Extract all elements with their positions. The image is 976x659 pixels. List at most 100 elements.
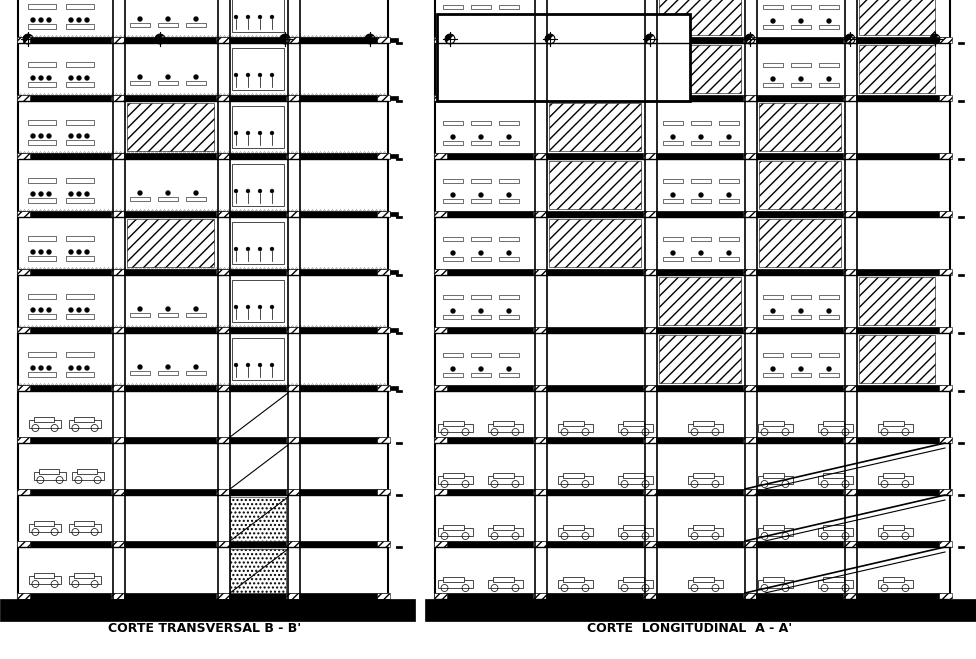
Bar [691, 199, 711, 203]
Bar [691, 121, 711, 125]
Circle shape [68, 250, 73, 254]
Circle shape [47, 76, 52, 80]
Bar [396, 100, 402, 102]
Bar [471, 179, 491, 183]
Circle shape [478, 134, 483, 140]
Bar [487, 580, 522, 588]
Bar [533, 541, 546, 547]
Bar [763, 577, 785, 583]
Bar [757, 528, 793, 536]
Bar [533, 153, 546, 159]
Circle shape [76, 366, 82, 370]
Bar [286, 327, 299, 333]
Polygon shape [365, 34, 374, 42]
Bar [499, 25, 519, 29]
Bar [28, 82, 56, 87]
Bar [434, 269, 447, 275]
Bar [818, 580, 852, 588]
Bar [939, 327, 952, 333]
Bar [624, 525, 644, 530]
Bar [390, 212, 398, 216]
Bar [18, 541, 388, 547]
Bar [824, 525, 844, 530]
Circle shape [258, 73, 262, 77]
Bar [958, 494, 964, 496]
Bar [286, 211, 299, 217]
Bar [17, 153, 30, 159]
Bar [17, 37, 30, 43]
Bar [939, 153, 952, 159]
Bar [883, 421, 905, 426]
Bar [743, 153, 756, 159]
Circle shape [770, 76, 776, 82]
Bar [791, 5, 811, 9]
Bar [499, 373, 519, 377]
Circle shape [246, 15, 250, 19]
Circle shape [270, 131, 274, 135]
Circle shape [166, 306, 171, 312]
Bar [396, 158, 402, 160]
Bar [158, 23, 178, 27]
Bar [643, 489, 656, 495]
Bar [66, 372, 94, 377]
Bar [493, 421, 514, 426]
Bar [843, 385, 856, 391]
Bar [819, 315, 839, 319]
Bar [216, 269, 229, 275]
Circle shape [798, 308, 803, 314]
Bar [843, 269, 856, 275]
Bar [443, 141, 463, 145]
Bar [824, 421, 844, 426]
Bar [435, 541, 950, 547]
Bar [533, 437, 546, 443]
Bar [757, 580, 793, 588]
Bar [28, 352, 56, 357]
Text: CORTE  LONGITUDINAL  A - A': CORTE LONGITUDINAL A - A' [588, 623, 793, 635]
Circle shape [451, 134, 456, 140]
Bar [17, 269, 30, 275]
Circle shape [699, 250, 704, 256]
Bar [791, 373, 811, 377]
Bar [843, 37, 856, 43]
Bar [232, 106, 284, 148]
Bar [443, 473, 465, 478]
Circle shape [138, 74, 142, 80]
Bar [111, 385, 124, 391]
Bar [819, 5, 839, 9]
Polygon shape [280, 34, 289, 42]
Circle shape [30, 308, 35, 312]
Bar [859, 0, 935, 35]
Circle shape [38, 76, 44, 80]
Bar [471, 315, 491, 319]
Bar [435, 95, 950, 101]
Circle shape [68, 192, 73, 196]
Bar [186, 197, 206, 201]
Polygon shape [546, 34, 553, 42]
Circle shape [270, 247, 274, 251]
Bar [743, 95, 756, 101]
Bar [390, 96, 398, 100]
Circle shape [507, 192, 511, 198]
Bar [763, 315, 783, 319]
Circle shape [85, 134, 90, 138]
Bar [471, 63, 491, 67]
Bar [434, 541, 447, 547]
Bar [563, 525, 585, 530]
Circle shape [68, 134, 73, 138]
Circle shape [30, 76, 35, 80]
Bar [759, 161, 841, 209]
Bar [643, 385, 656, 391]
Bar [877, 476, 913, 484]
Bar [859, 277, 935, 325]
Bar [557, 424, 592, 432]
Bar [111, 437, 124, 443]
Bar [111, 269, 124, 275]
Bar [130, 371, 150, 375]
Circle shape [166, 364, 171, 370]
Circle shape [699, 192, 704, 198]
Bar [17, 327, 30, 333]
Circle shape [246, 247, 250, 251]
Bar [743, 489, 756, 495]
Bar [471, 257, 491, 261]
Bar [958, 546, 964, 548]
